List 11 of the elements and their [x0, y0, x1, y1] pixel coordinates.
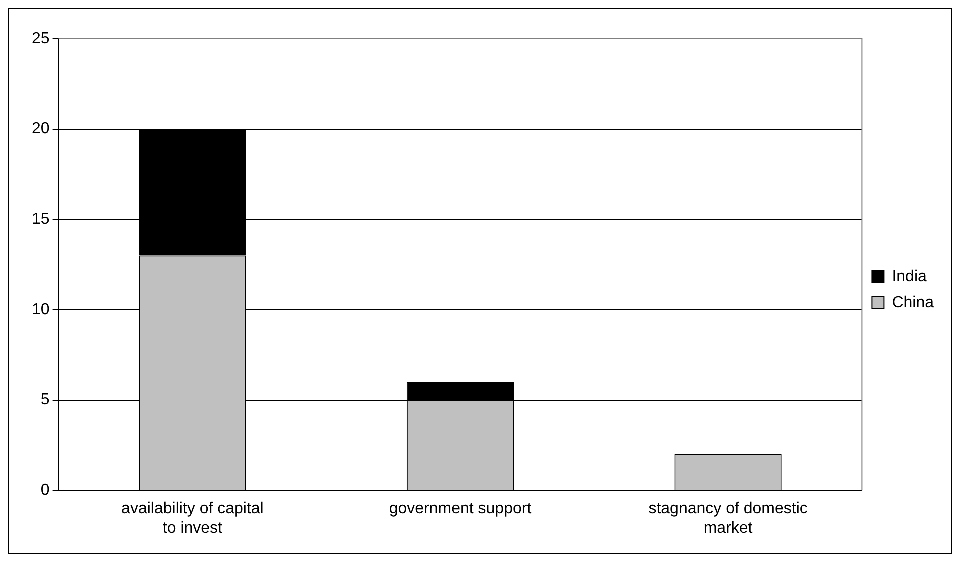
legend-label: China — [892, 294, 934, 312]
y-tick-label: 10 — [32, 301, 50, 318]
x-tick-label: stagnancy of domestic market — [648, 500, 808, 537]
x-tick-label: availability of capital to invest — [122, 500, 264, 537]
x-tick-label: government support — [389, 500, 532, 518]
y-tick-label: 20 — [32, 120, 50, 138]
legend-label: India — [892, 268, 927, 286]
y-tick-label: 0 — [40, 482, 50, 500]
y-tick-label: 25 — [32, 30, 50, 48]
y-tick-label: 15 — [32, 211, 50, 228]
y-tick-label: 5 — [40, 392, 50, 409]
